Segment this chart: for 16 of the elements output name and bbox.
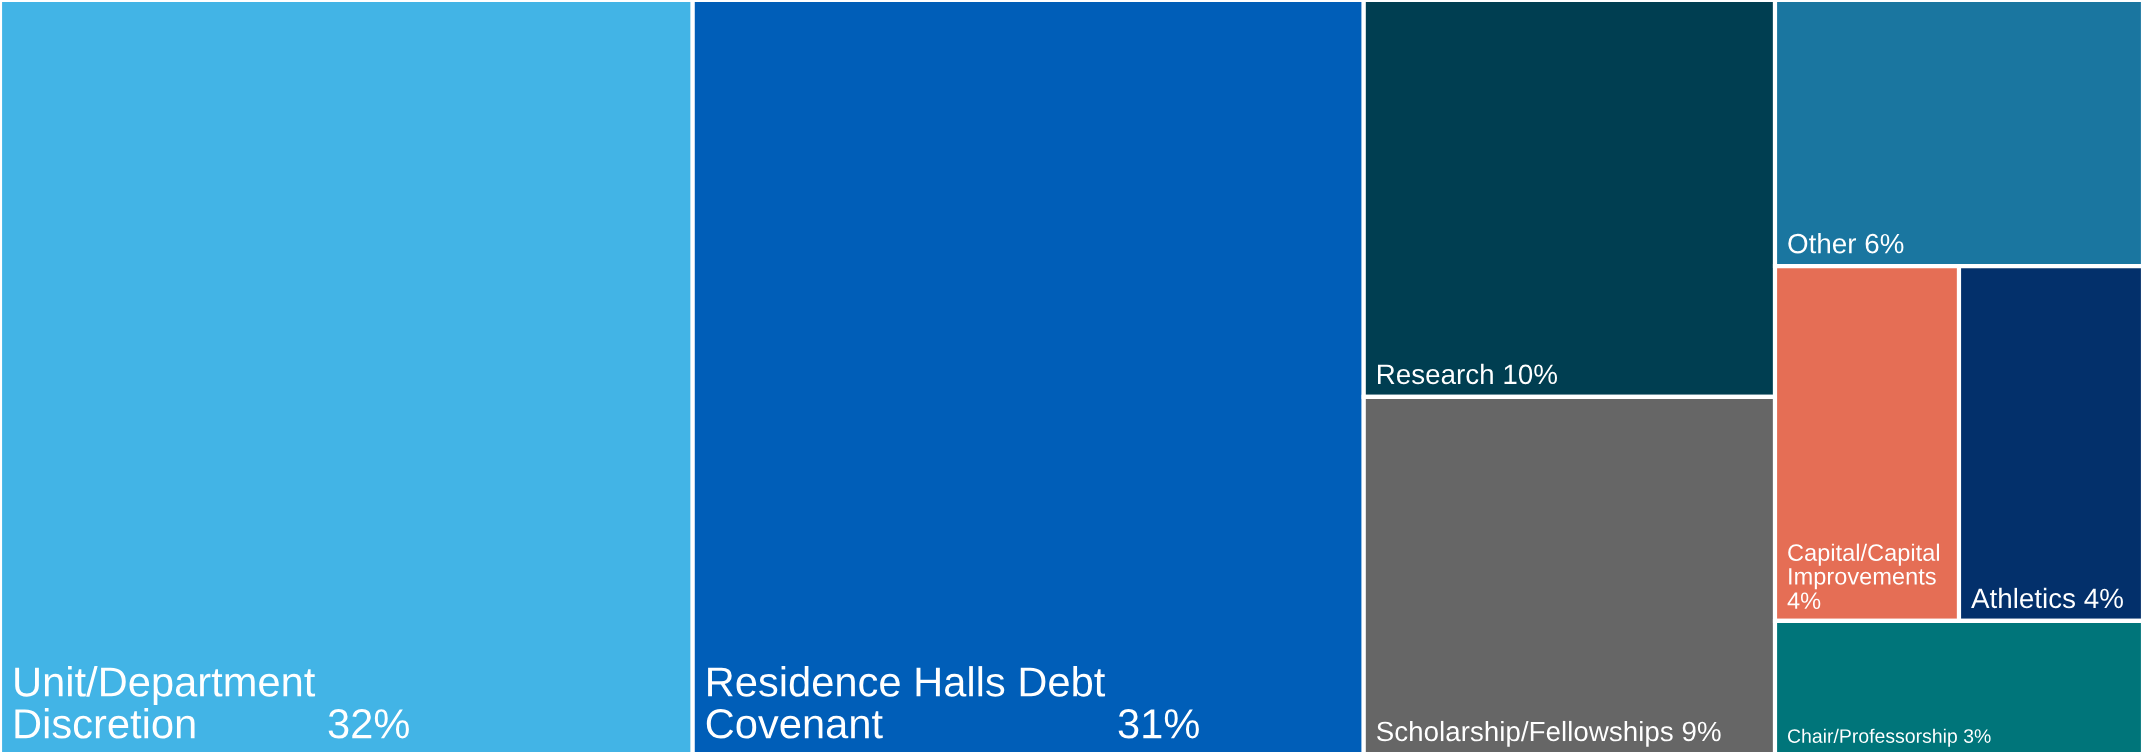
category-label: Chair/Professorship [1788, 728, 1957, 747]
category-label: Residence Halls Debt Covenant [706, 666, 1106, 739]
category-label: Unit/Department Discretion [15, 666, 316, 739]
category-label: Athletics [1971, 587, 2075, 609]
data-label: 3% [1963, 729, 1991, 743]
data-label: 10% [1504, 364, 1557, 385]
category-label: Research [1378, 363, 1493, 385]
data-label: 31% [1118, 709, 1199, 739]
data-label: 9% [1682, 721, 1721, 742]
category-label: Other [1788, 233, 1857, 254]
data-label: 4% [2084, 588, 2123, 609]
category-label: Capital/Capital Improvements [1788, 543, 1939, 590]
data-label: 6% [1865, 233, 1904, 254]
category-label: Scholarship/Fellowships [1376, 720, 1673, 747]
data-label: 32% [328, 709, 409, 739]
data-label: 4% [1787, 592, 1821, 609]
